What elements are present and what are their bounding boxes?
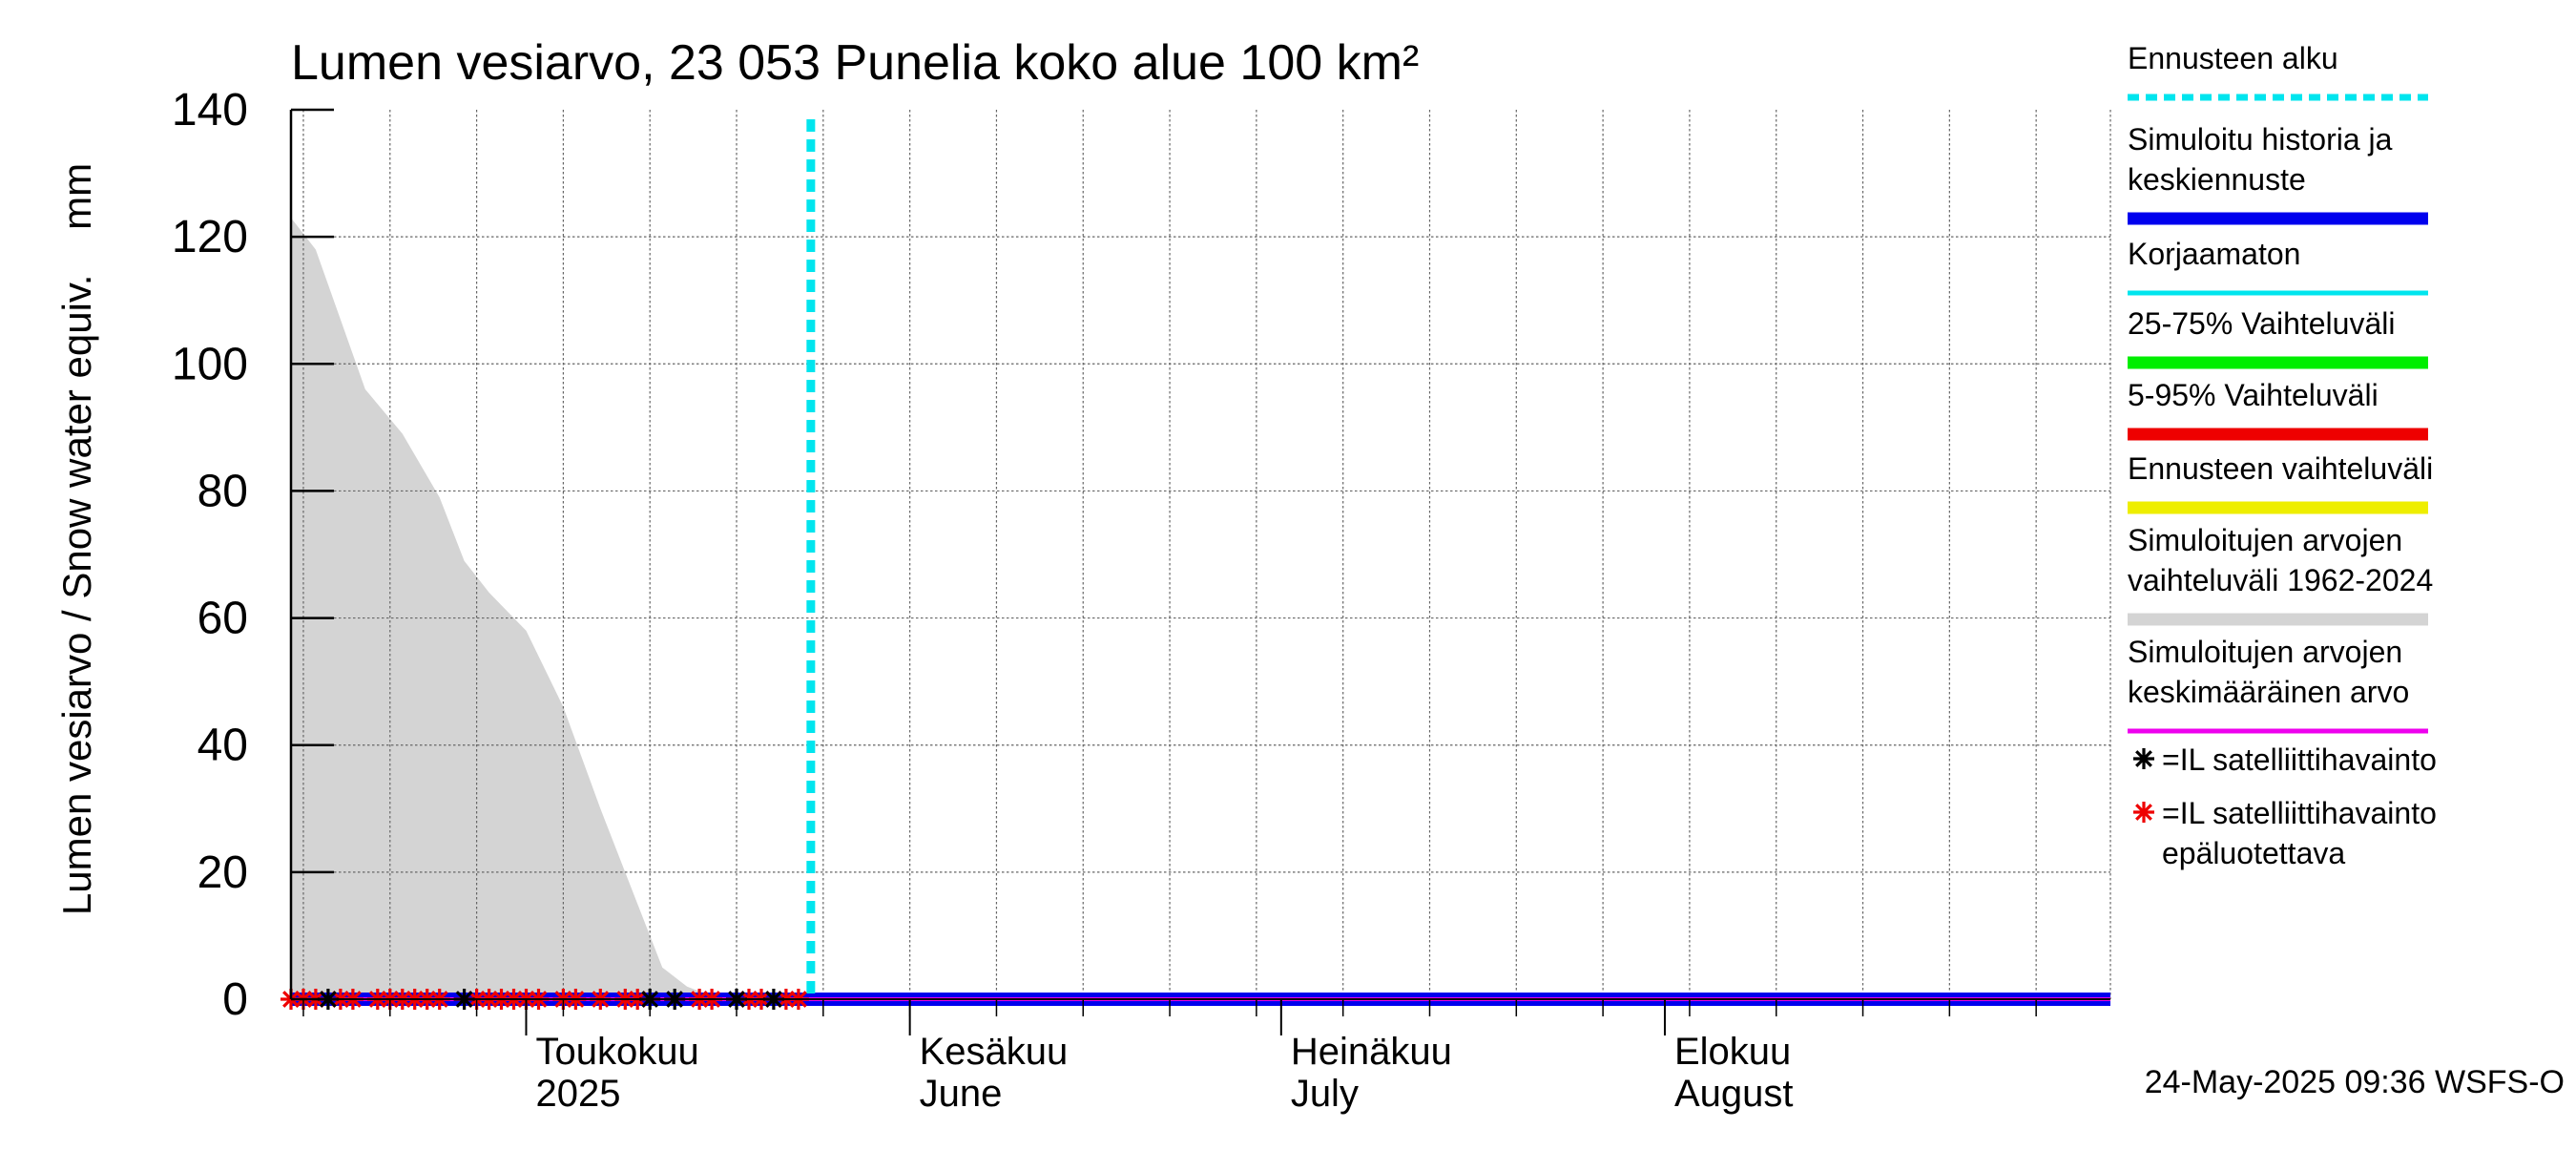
legend-marker-icon — [2133, 748, 2154, 769]
legend-entry: Simuloitu historia ja keskiennuste — [2128, 122, 2428, 225]
legend-label: Korjaamaton — [2128, 237, 2300, 271]
legend-label: 25-75% Vaihteluväli — [2128, 306, 2395, 341]
y-tick-label: 20 — [197, 847, 248, 898]
month-label: Kesäkuu — [920, 1031, 1069, 1073]
legend-entry: =IL satelliittihavainto — [2133, 742, 2437, 777]
legend-entry: 25-75% Vaihteluväli — [2128, 306, 2428, 369]
legend-label: Simuloitujen arvojen — [2128, 635, 2402, 669]
legend-label: Simuloitujen arvojen — [2128, 523, 2402, 557]
legend-label: =IL satelliittihavainto — [2162, 742, 2437, 777]
month-year-label: July — [1291, 1073, 1359, 1115]
legend-label: Ennusteen alku — [2128, 41, 2338, 75]
legend-entry: Simuloitujen arvojen keskimääräinen arvo — [2128, 635, 2428, 734]
legend-entry: Simuloitujen arvojen vaihteluväli 1962-20… — [2128, 523, 2433, 626]
legend-entry: =IL satelliittihavainto epäluotettava — [2133, 796, 2437, 870]
month-year-label: 2025 — [535, 1073, 620, 1115]
legend-label: keskimääräinen arvo — [2128, 675, 2409, 709]
legend-entry: Ennusteen alku — [2128, 41, 2428, 101]
y-tick-label: 60 — [197, 594, 248, 644]
legend-label: =IL satelliittihavainto — [2162, 796, 2437, 830]
month-label: Toukokuu — [535, 1031, 698, 1073]
y-axis-label: Lumen vesiarvo / Snow water equiv. mm — [54, 163, 99, 915]
month-label: Elokuu — [1674, 1031, 1791, 1073]
y-tick-label: 100 — [172, 339, 248, 389]
legend-label: Simuloitu historia ja — [2128, 122, 2393, 157]
legend-label: keskiennuste — [2128, 162, 2306, 197]
month-label: Heinäkuu — [1291, 1031, 1452, 1073]
legend-entry: Ennusteen vaihteluväli — [2128, 451, 2433, 514]
chart-title: Lumen vesiarvo, 23 053 Punelia koko alue… — [291, 35, 1419, 91]
y-tick-label: 80 — [197, 466, 248, 516]
legend-label: 5-95% Vaihteluväli — [2128, 378, 2379, 412]
legend-label: Ennusteen vaihteluväli — [2128, 451, 2433, 486]
legend-entry: 5-95% Vaihteluväli — [2128, 378, 2428, 441]
month-year-label: June — [920, 1073, 1003, 1115]
legend-entry: Korjaamaton — [2128, 237, 2428, 296]
footer-timestamp: 24-May-2025 09:36 WSFS-O — [2145, 1064, 2565, 1100]
y-tick-label: 0 — [222, 974, 248, 1025]
y-tick-label: 40 — [197, 721, 248, 771]
series-band-range — [291, 218, 737, 999]
legend-label: epäluotettava — [2162, 836, 2345, 870]
y-tick-label: 140 — [172, 85, 248, 136]
legend-label: vaihteluväli 1962-2024 — [2128, 563, 2433, 597]
y-tick-label: 120 — [172, 212, 248, 262]
month-year-label: August — [1674, 1073, 1794, 1115]
legend-marker-icon — [2133, 802, 2154, 823]
